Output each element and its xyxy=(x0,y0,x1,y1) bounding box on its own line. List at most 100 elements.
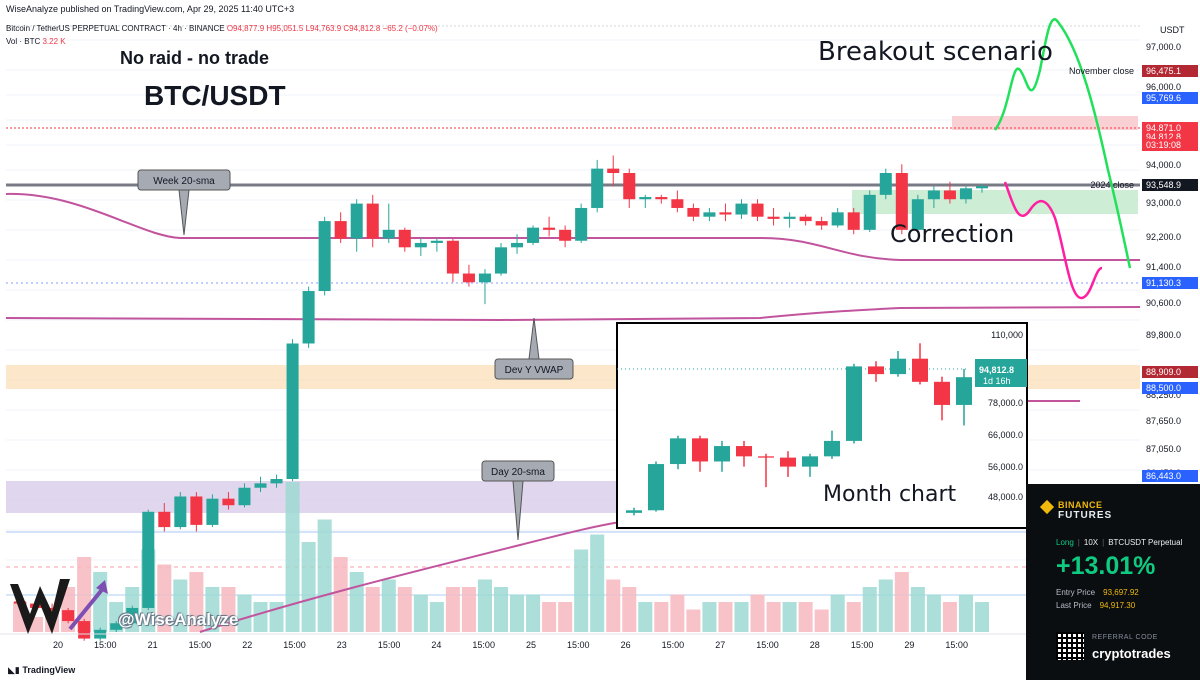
month-candle-body xyxy=(670,438,686,465)
candle-body xyxy=(350,203,363,239)
candle-body xyxy=(959,188,972,200)
month-candle-body xyxy=(780,457,796,467)
candle-body xyxy=(975,186,988,189)
candle-body xyxy=(527,227,540,243)
candle-body xyxy=(190,496,203,525)
candle-body xyxy=(398,229,411,248)
month-candle xyxy=(648,461,664,512)
month-price-tag: 94,812.8 xyxy=(979,365,1014,375)
binance-logo-icon xyxy=(1039,499,1055,515)
time-tick-label: 26 xyxy=(621,640,631,650)
month-candle-body xyxy=(802,456,818,467)
price-tick-label: 89,800.0 xyxy=(1146,330,1181,340)
ohlc-high: H95,051.5 xyxy=(266,24,304,33)
candle xyxy=(318,216,331,296)
dev-vwap-callout: Dev Y VWAP xyxy=(494,317,574,380)
price-tag: 93,548.9 xyxy=(1142,179,1198,191)
candle-body xyxy=(270,479,283,484)
price-tag-label: 86,443.0 xyxy=(1146,471,1181,481)
month-candle xyxy=(956,368,972,426)
volume-bar xyxy=(477,579,492,632)
time-tick-label: 15:00 xyxy=(378,640,401,650)
candle-body xyxy=(158,511,171,528)
tradingview-brand: TradingView xyxy=(22,665,76,675)
dev-vwap-callout-text: Dev Y VWAP xyxy=(505,365,564,376)
volume-bar xyxy=(558,602,573,632)
candle xyxy=(575,203,588,243)
price-tag: 91,130.3 xyxy=(1142,277,1198,289)
volume-bar xyxy=(461,587,476,632)
candle xyxy=(783,212,796,228)
volume-bar xyxy=(926,594,941,632)
month-candle xyxy=(846,363,862,444)
week-sma-callout: Week 20-sma xyxy=(137,169,231,236)
candle-body xyxy=(847,212,860,230)
week-sma-callout-pointer xyxy=(178,189,190,236)
volume-bar xyxy=(974,602,989,632)
volume-bar xyxy=(702,602,717,632)
close-2024-label: 2024 close xyxy=(1090,180,1134,190)
candle xyxy=(559,225,572,248)
volume-bar xyxy=(766,602,781,632)
candle xyxy=(142,509,155,611)
candle-body xyxy=(575,207,588,241)
volume-bar xyxy=(846,602,861,632)
candle xyxy=(751,199,764,222)
candle xyxy=(414,238,427,257)
last-price-label: Last Price xyxy=(1056,601,1092,610)
candle xyxy=(382,203,395,243)
price-tag-label: 95,769.6 xyxy=(1146,93,1181,103)
candle-body xyxy=(703,212,716,217)
last-price-value: 94,917.30 xyxy=(1099,601,1136,610)
candle-body xyxy=(735,203,748,215)
price-tag-label: 88,909.0 xyxy=(1146,367,1181,377)
volume-bar xyxy=(830,594,845,632)
candle xyxy=(350,199,363,252)
month-tick-label: 110,000 xyxy=(991,330,1023,340)
volume-bar xyxy=(878,579,893,632)
candle xyxy=(398,227,411,252)
volume-bar xyxy=(413,594,428,632)
week-20-sma-line xyxy=(5,192,1140,261)
month-tick-label: 78,000.0 xyxy=(988,398,1023,408)
pnl-percent: +13.01% xyxy=(1056,552,1156,580)
candle-body xyxy=(462,273,475,283)
axis-currency: USDT xyxy=(1160,25,1185,35)
price-tag: 88,500.0 xyxy=(1142,382,1198,394)
price-tag-bg xyxy=(1142,382,1198,394)
month-candle-body xyxy=(758,456,774,458)
day-20-sma-line xyxy=(199,521,621,633)
month-candle-body xyxy=(824,440,840,457)
volume-bar xyxy=(542,602,557,632)
candle xyxy=(767,207,780,226)
volume-bar xyxy=(734,602,749,632)
candle xyxy=(959,186,972,204)
time-tick-label: 15:00 xyxy=(756,640,779,650)
price-tag: 03:19:08 xyxy=(1142,139,1198,151)
month-countdown: 1d 16h xyxy=(983,376,1011,386)
price-tick-label: 91,400.0 xyxy=(1146,262,1181,272)
month-candle xyxy=(692,435,708,472)
volume-bar xyxy=(365,587,380,632)
volume-bar xyxy=(221,587,236,632)
month-candle-body xyxy=(648,464,664,511)
volume-bar xyxy=(237,594,252,632)
candle-body xyxy=(815,221,828,226)
month-candle xyxy=(802,453,818,477)
volume-bar xyxy=(381,579,396,632)
month-candle xyxy=(824,430,840,459)
candle xyxy=(158,503,171,532)
price-tick-label: 97,000.0 xyxy=(1146,42,1181,52)
last-price-row: Last Price 94,917.30 xyxy=(1056,601,1135,610)
candle-body xyxy=(254,483,267,488)
month-candle-body xyxy=(846,366,862,441)
volume-bar xyxy=(686,609,701,632)
volume-bar xyxy=(670,594,685,632)
volume-bar xyxy=(173,579,188,632)
candle-body xyxy=(895,173,908,230)
candle-body xyxy=(142,511,155,608)
time-tick-label: 15:00 xyxy=(472,640,495,650)
breakout-label: Breakout scenario xyxy=(818,37,1053,67)
candle xyxy=(879,168,892,200)
month-candle xyxy=(714,440,730,472)
